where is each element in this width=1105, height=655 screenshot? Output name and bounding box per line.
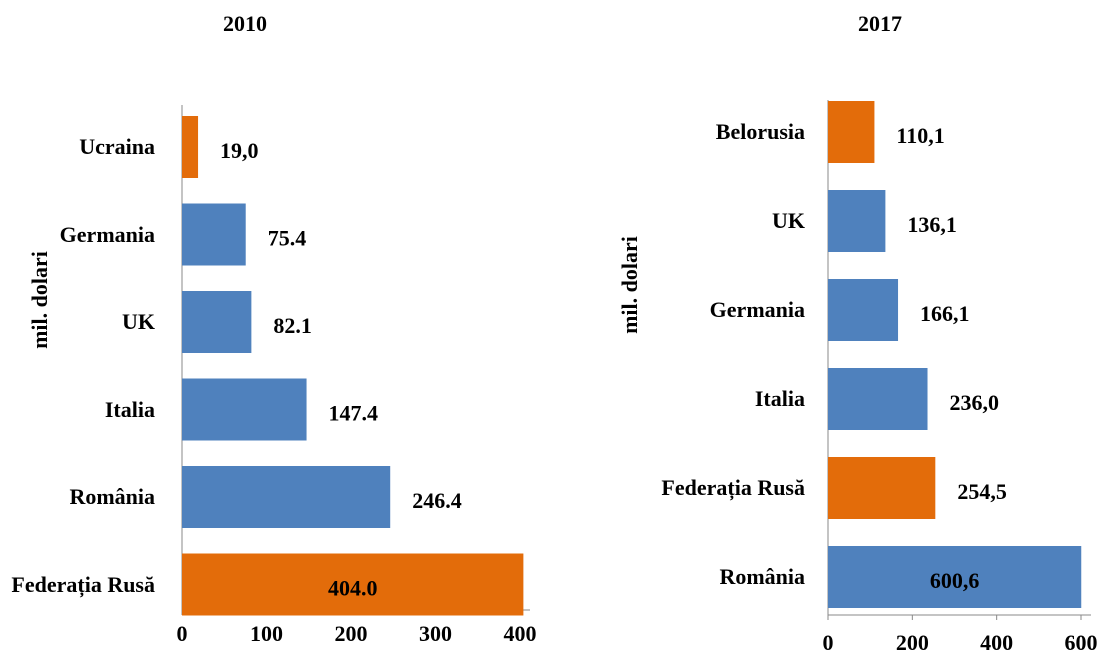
x-tick-label: 0 bbox=[823, 630, 834, 655]
value-label: 110,1 bbox=[896, 123, 944, 148]
category-label: UK bbox=[772, 208, 805, 234]
category-label-box: Federația Rusă bbox=[11, 571, 155, 597]
category-label-box: Federația Rusă bbox=[661, 475, 805, 501]
value-label: 246.4 bbox=[412, 488, 462, 513]
x-tick-label: 100 bbox=[250, 621, 283, 646]
category-label: România bbox=[719, 564, 805, 590]
bar bbox=[828, 546, 1082, 608]
category-label: UK bbox=[122, 309, 155, 335]
category-label: Federația Rusă bbox=[11, 571, 155, 597]
x-tick-label: 600 bbox=[1065, 630, 1098, 655]
category-label: Belorusia bbox=[715, 119, 805, 145]
x-tick-label: 200 bbox=[896, 630, 929, 655]
category-label-box: România bbox=[69, 484, 155, 510]
bar bbox=[828, 190, 886, 252]
category-label-box: UK bbox=[772, 208, 805, 234]
chart-title: 2010 bbox=[223, 11, 267, 36]
category-label: Ucraina bbox=[79, 134, 155, 160]
category-label-box: UK bbox=[122, 309, 155, 335]
y-axis-label: mil. dolari bbox=[617, 236, 642, 334]
chart-title: 2017 bbox=[858, 11, 902, 36]
value-label: 19,0 bbox=[220, 138, 259, 163]
value-label: 147.4 bbox=[329, 401, 379, 426]
x-tick-label: 300 bbox=[419, 621, 452, 646]
category-label-box: Germania bbox=[709, 297, 805, 323]
category-label: Federația Rusă bbox=[661, 475, 805, 501]
x-tick-label: 200 bbox=[335, 621, 368, 646]
bar bbox=[182, 553, 524, 616]
category-label-box: România bbox=[719, 564, 805, 590]
value-label: 75.4 bbox=[268, 226, 307, 251]
bar bbox=[828, 101, 875, 163]
category-label: Germania bbox=[59, 221, 155, 247]
value-label: 600,6 bbox=[930, 568, 980, 593]
category-label-box: Italia bbox=[104, 396, 155, 422]
category-label-box: Italia bbox=[754, 386, 805, 412]
category-label-box: Belorusia bbox=[715, 119, 805, 145]
value-label: 236,0 bbox=[950, 390, 1000, 415]
y-axis-label: mil. dolari bbox=[27, 251, 52, 349]
bar bbox=[182, 203, 246, 266]
value-label: 166,1 bbox=[920, 301, 970, 326]
category-label-box: Germania bbox=[59, 221, 155, 247]
value-label: 136,1 bbox=[907, 212, 957, 237]
bar bbox=[828, 279, 899, 341]
category-label: Germania bbox=[709, 297, 805, 323]
bar bbox=[182, 291, 252, 353]
category-label: România bbox=[69, 484, 155, 510]
category-label-box: Ucraina bbox=[79, 134, 155, 160]
category-label: Italia bbox=[754, 386, 805, 412]
value-label: 404.0 bbox=[328, 576, 378, 601]
x-tick-label: 400 bbox=[980, 630, 1013, 655]
bar bbox=[182, 466, 391, 528]
bar bbox=[828, 368, 928, 430]
category-label: Italia bbox=[104, 396, 155, 422]
x-tick-label: 0 bbox=[177, 621, 188, 646]
x-tick-label: 400 bbox=[504, 621, 537, 646]
value-label: 254,5 bbox=[957, 479, 1007, 504]
value-label: 82.1 bbox=[273, 313, 312, 338]
bar bbox=[182, 116, 199, 178]
bar bbox=[828, 457, 936, 519]
bar bbox=[182, 378, 307, 441]
